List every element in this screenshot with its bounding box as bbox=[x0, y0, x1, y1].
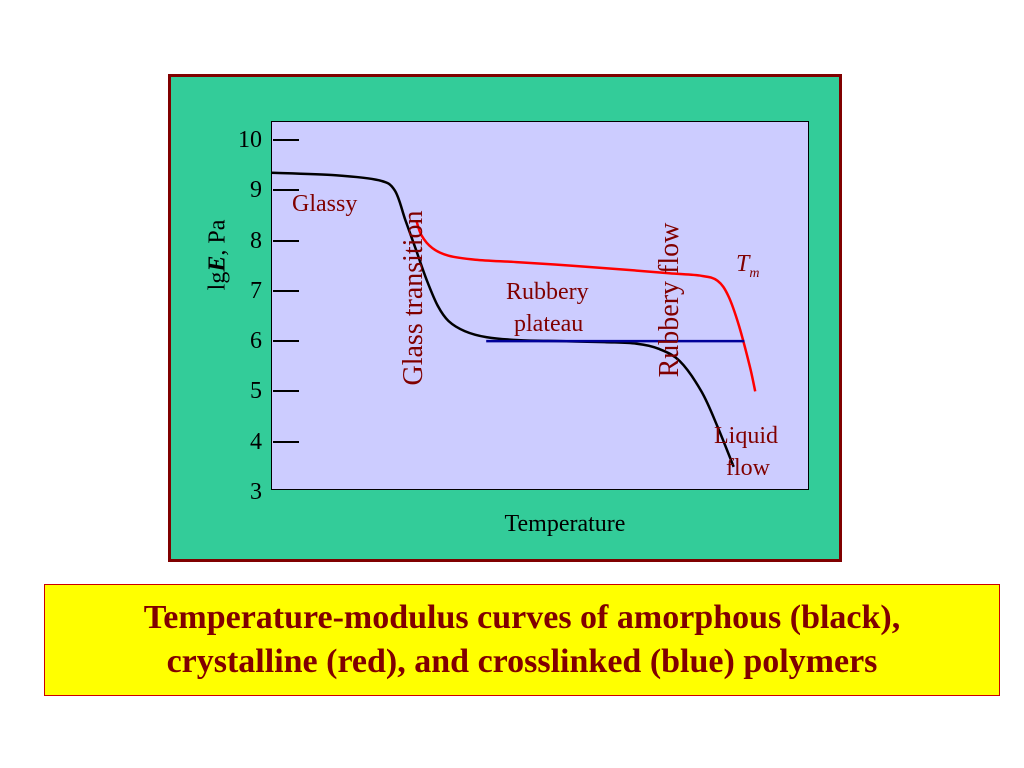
y-tick-label: 8 bbox=[250, 227, 262, 254]
annotation-liquid-flow-line1: Liquid bbox=[714, 423, 778, 449]
y-tick-mark bbox=[273, 239, 299, 242]
y-tick-mark bbox=[273, 440, 299, 443]
caption-line-2: crystalline (red), and crosslinked (blue… bbox=[166, 643, 878, 680]
annotation-rubbery-flow: Rubbery flow bbox=[654, 222, 685, 378]
y-tick-mark bbox=[273, 390, 299, 393]
caption-line-1: Temperature-modulus curves of amorphous … bbox=[143, 599, 901, 636]
y-tick-mark bbox=[273, 189, 299, 192]
y-tick-label: 9 bbox=[250, 177, 262, 204]
x-axis-label: Temperature bbox=[504, 511, 626, 537]
caption-box: Temperature-modulus curves of amorphous … bbox=[44, 584, 1000, 696]
y-tick-label: 3 bbox=[250, 479, 262, 505]
series-line-crystalline bbox=[415, 220, 757, 392]
y-tick-label: 7 bbox=[250, 277, 262, 304]
y-tick-label: 5 bbox=[250, 378, 262, 405]
annotation-rubbery-plateau-line2: plateau bbox=[514, 311, 584, 337]
series-line-amorphous bbox=[270, 171, 735, 468]
y-tick-mark bbox=[273, 139, 299, 141]
annotation-tm: Tm bbox=[736, 251, 760, 281]
y-tick-mark bbox=[273, 289, 299, 292]
annotation-liquid-flow-line2: flow bbox=[726, 455, 770, 481]
annotation-glass-transition: Glass transition bbox=[398, 210, 429, 386]
y-tick-label: 10 bbox=[238, 127, 262, 153]
annotation-glassy: Glassy bbox=[292, 191, 358, 217]
y-tick-label: 4 bbox=[250, 428, 262, 455]
y-tick-mark bbox=[273, 340, 299, 343]
y-tick-label: 6 bbox=[250, 328, 262, 355]
annotation-rubbery-plateau-line1: Rubbery bbox=[506, 279, 589, 305]
caption-text: Temperature-modulus curves of amorphous … bbox=[72, 596, 972, 684]
